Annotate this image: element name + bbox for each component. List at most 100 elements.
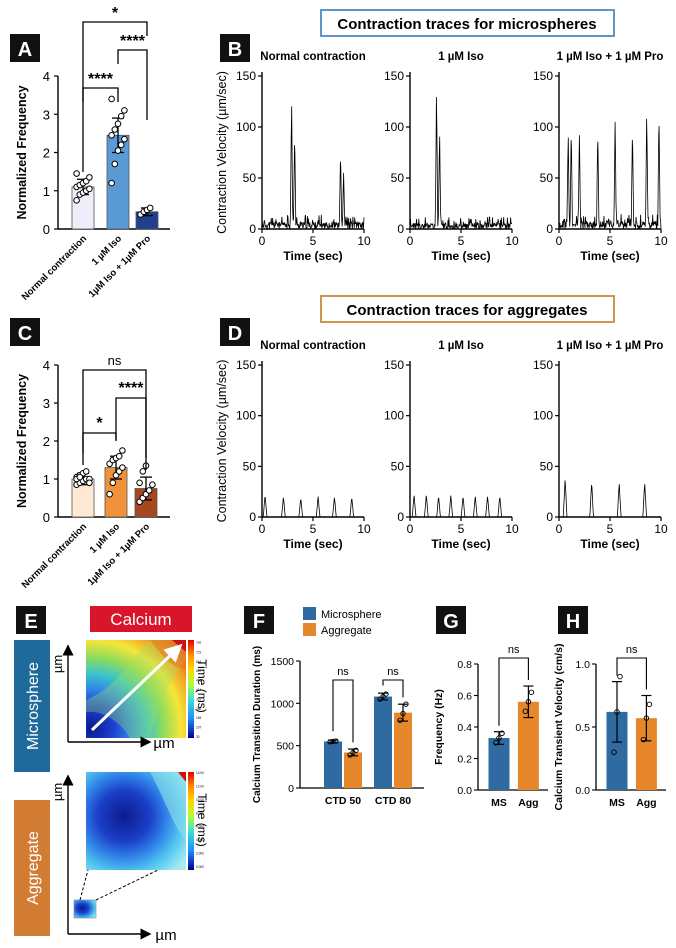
y-axis-label: Calcium Transient Velocity (cm/s)	[553, 644, 565, 811]
svg-text:E: E	[24, 611, 37, 633]
legend-label: Aggregate	[321, 625, 372, 637]
data-point	[333, 738, 339, 744]
colorbar-tick-label: 337	[196, 697, 202, 701]
data-point	[117, 141, 125, 149]
significance-bracket	[332, 679, 354, 743]
colorbar-tick-label: 491	[196, 679, 202, 683]
x-axis-label: Time (sec)	[431, 249, 490, 263]
panel-letter-G: G	[436, 606, 466, 634]
time-label-top: Time (ms)	[195, 659, 209, 713]
x-axis-label: Time (sec)	[580, 249, 639, 263]
axes-top: µm µm	[50, 644, 175, 752]
y-tick-label: 0	[397, 222, 404, 236]
x-tick-label: 5	[458, 234, 465, 248]
data-point	[121, 107, 128, 114]
y-tick-label: 100	[384, 120, 404, 134]
y-tick-label: 150	[384, 69, 404, 83]
data-point	[611, 749, 617, 755]
panel-letter-E: E	[16, 606, 46, 634]
trace-panel-1: Normal contraction 0 50 100 150 0 5 10 Time (sec…	[236, 51, 371, 263]
significance-label: ****	[120, 33, 146, 50]
title-microspheres: Contraction traces for microspheres	[320, 9, 615, 37]
colorbar-tick-label: 10.00	[196, 798, 204, 802]
data-point	[108, 179, 115, 187]
bar-2	[635, 718, 657, 790]
chart-B: Contraction Velocity (µm/sec) Normal cont…	[215, 51, 668, 263]
data-point	[528, 689, 535, 696]
bar-1	[488, 738, 510, 790]
colorbar-tick-label: 260	[196, 707, 202, 711]
velocity-trace	[410, 495, 512, 518]
colorbar-bottom	[188, 772, 194, 870]
y-tick-label: 0.8	[457, 659, 472, 671]
y-tick-label: 0	[397, 510, 404, 524]
velocity-trace	[262, 496, 364, 518]
trace-panel-1: Normal contraction 0 50 100 150 0 5 10 Time (sec…	[236, 340, 371, 551]
x-tick-label: 0	[556, 522, 563, 536]
x-axis-label: Time (sec)	[431, 537, 490, 551]
x-tick-label: 0	[259, 234, 266, 248]
y-tick-label: 1000	[271, 698, 295, 710]
velocity-trace	[409, 96, 513, 230]
aggregate-side-label: Aggregate	[14, 800, 50, 936]
colorbar-tick-label: 184	[196, 716, 202, 720]
x-tick-label: 10	[654, 522, 668, 536]
x-tick-label: 10	[505, 234, 519, 248]
y-tick-label: 150	[533, 358, 553, 372]
panel-letter-C: C	[10, 318, 40, 346]
data-point	[400, 710, 406, 717]
y-tick-label: 50	[391, 171, 405, 185]
colorbar-tick-label: 8.000	[196, 811, 204, 815]
colorbar-tick-label: 14.00	[196, 771, 204, 775]
svg-text:G: G	[443, 611, 459, 633]
trace-panel-2: 1 µM Iso 0 50 100 150 0 5 10 Time (sec)	[384, 340, 519, 551]
svg-text:µm: µm	[155, 927, 176, 944]
svg-text:Contraction traces for aggrega: Contraction traces for aggregates	[347, 302, 588, 319]
chart-F: 0 500 1000 1500 Calcium Transition Duration …	[252, 607, 424, 807]
colorbar-tick-label: 567	[196, 669, 202, 673]
x-tick-label: 5	[310, 234, 317, 248]
y-tick-label: 100	[236, 409, 256, 423]
y-tick-label: 150	[533, 69, 553, 83]
data-point	[646, 701, 653, 708]
y-tick-label: 0	[43, 510, 50, 525]
aggregate-calcium-map: Time (ms)	[73, 772, 209, 919]
significance-label: ns	[626, 644, 638, 656]
data-point	[119, 447, 126, 454]
y-tick-label: 50	[540, 459, 554, 473]
y-tick-label: 3	[43, 396, 50, 411]
legend-swatch	[303, 607, 316, 620]
svg-text:D: D	[228, 323, 242, 345]
data-point	[145, 487, 153, 494]
data-point	[117, 112, 125, 120]
data-point	[76, 473, 84, 481]
colorbar-top	[188, 640, 194, 738]
y-tick-label: 100	[236, 120, 256, 134]
legend-swatch	[303, 623, 316, 636]
y-axis-label: Normalized Frequency	[15, 85, 29, 219]
x-tick-label: 10	[505, 522, 519, 536]
x-tick-label: 10	[654, 234, 668, 248]
x-tick-label: Agg	[518, 797, 538, 809]
y-tick-label: 0	[546, 510, 553, 524]
colorbar-tick-label: 721	[196, 650, 202, 654]
significance-bracket	[498, 657, 529, 726]
y-tick-label: 0.5	[575, 722, 590, 734]
y-tick-label: 150	[384, 358, 404, 372]
significance-bracket	[382, 679, 404, 698]
significance-label: ns	[508, 644, 520, 656]
data-point	[73, 170, 80, 177]
trace-panel-3: 1 µM Iso + 1 µM Pro 0 50 100 150 0 5 10 Time (se…	[533, 51, 668, 263]
y-tick-label: 1	[43, 472, 50, 487]
velocity-trace	[261, 106, 365, 231]
x-axis-label: Time (sec)	[283, 249, 342, 263]
y-tick-label: 50	[540, 171, 554, 185]
x-tick-label: 0	[556, 234, 563, 248]
x-axis-label: Time (sec)	[283, 537, 342, 551]
significance-bracket	[82, 369, 147, 470]
svg-text:Aggregate: Aggregate	[25, 831, 42, 905]
velocity-trace	[559, 480, 661, 518]
x-tick-label: 10	[357, 234, 371, 248]
data-point	[136, 479, 143, 487]
significance-bracket	[82, 432, 117, 453]
